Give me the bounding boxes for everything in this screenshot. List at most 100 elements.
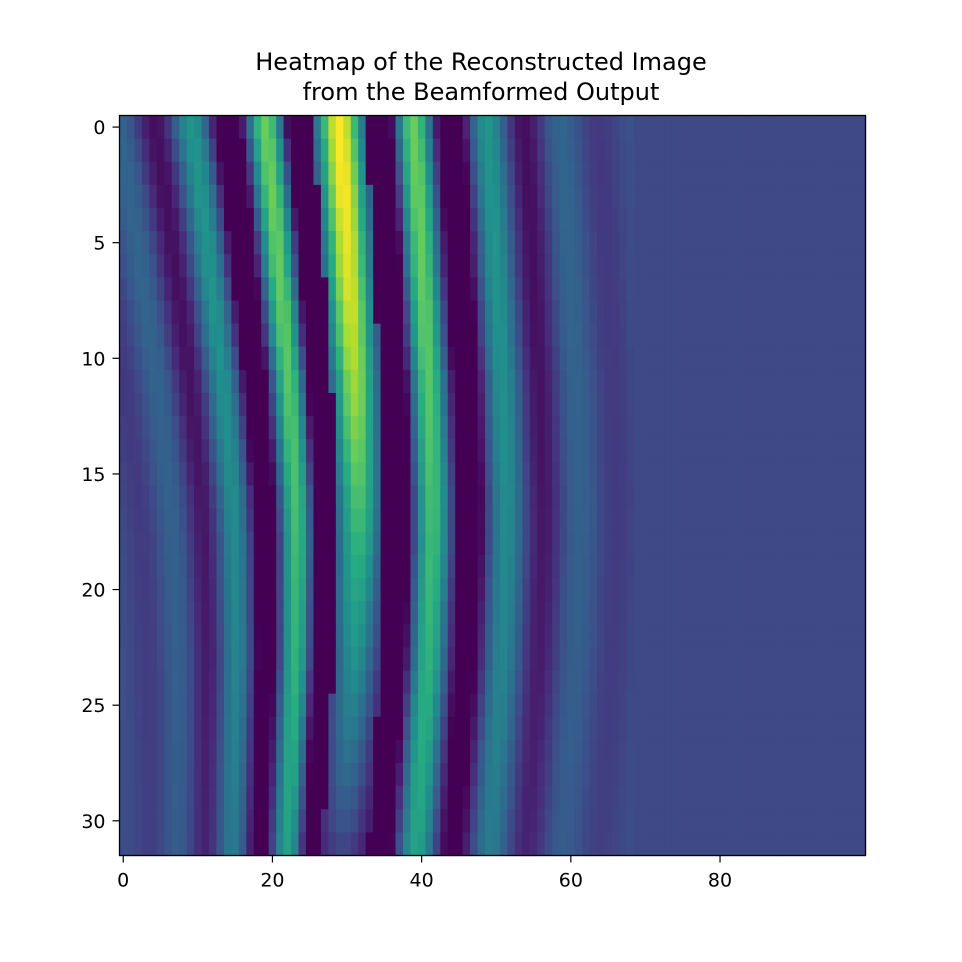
heatmap-cell	[291, 739, 300, 764]
heatmap-cell	[388, 716, 397, 741]
heatmap-cell	[485, 832, 494, 857]
heatmap-cell	[701, 277, 710, 302]
heatmap-cell	[306, 693, 315, 718]
heatmap-cell	[216, 624, 225, 648]
heatmap-cell	[380, 277, 389, 302]
heatmap-cell	[186, 508, 195, 533]
heatmap-cell	[559, 439, 568, 463]
heatmap-cell	[507, 393, 516, 417]
heatmap-cell	[708, 346, 717, 371]
heatmap-cell	[156, 809, 165, 833]
heatmap-cell	[328, 300, 337, 325]
heatmap-cell	[567, 763, 576, 787]
heatmap-cell	[201, 716, 210, 741]
heatmap-cell	[365, 277, 374, 302]
heatmap-cell	[223, 601, 232, 625]
heatmap-cell	[514, 161, 523, 186]
heatmap-cell	[649, 786, 658, 810]
heatmap-cell	[768, 693, 777, 718]
heatmap-cell	[432, 531, 441, 556]
heatmap-cell	[529, 231, 538, 255]
heatmap-cell	[246, 300, 255, 325]
heatmap-cell	[395, 693, 404, 718]
heatmap-cell	[179, 809, 188, 833]
heatmap-cell	[141, 601, 150, 625]
heatmap-cell	[126, 508, 136, 533]
heatmap-cell	[320, 670, 329, 695]
heatmap-cell	[470, 300, 479, 325]
y-tick-label: 15	[81, 464, 105, 486]
heatmap-cell	[671, 508, 680, 533]
heatmap-cell	[664, 786, 673, 810]
heatmap-cell	[529, 647, 538, 672]
heatmap-cell	[440, 485, 449, 510]
heatmap-cell	[216, 531, 225, 556]
heatmap-cell	[641, 161, 650, 186]
heatmap-cell	[582, 693, 591, 718]
heatmap-cell	[268, 323, 277, 348]
heatmap-cell	[753, 300, 762, 325]
heatmap-cell	[656, 254, 665, 278]
heatmap-cell	[477, 716, 486, 741]
heatmap-cell	[843, 832, 852, 857]
heatmap-cell	[835, 462, 844, 487]
heatmap-cell	[164, 231, 173, 255]
heatmap-cell	[223, 161, 232, 186]
heatmap-cell	[298, 624, 307, 648]
heatmap-cell	[619, 578, 628, 602]
heatmap-cell	[320, 786, 329, 810]
heatmap-cell	[679, 832, 688, 857]
y-tick-label: 20	[81, 580, 105, 602]
heatmap-cell	[231, 485, 240, 510]
heatmap-cell	[761, 763, 770, 787]
heatmap-cell	[768, 832, 777, 857]
heatmap-cell	[320, 231, 329, 255]
heatmap-cell	[664, 369, 673, 394]
heatmap-cell	[485, 786, 494, 810]
heatmap-cell	[507, 184, 516, 209]
heatmap-cell	[126, 763, 136, 787]
heatmap-cell	[126, 670, 136, 695]
heatmap-cell	[746, 439, 755, 463]
heatmap-cell	[843, 416, 852, 440]
heatmap-cell	[417, 346, 426, 371]
heatmap-cell	[679, 554, 688, 579]
heatmap-cell	[141, 138, 150, 163]
heatmap-cell	[223, 462, 232, 487]
heatmap-cell	[440, 184, 449, 209]
heatmap-cell	[716, 462, 725, 487]
heatmap-cell	[671, 809, 680, 833]
heatmap-cell	[552, 346, 561, 371]
heatmap-cell	[470, 578, 479, 602]
heatmap-cell	[514, 624, 523, 648]
heatmap-cell	[343, 393, 352, 417]
heatmap-cell	[470, 254, 479, 278]
heatmap-cell	[126, 693, 136, 718]
heatmap-cell	[753, 393, 762, 417]
heatmap-cell	[343, 809, 352, 833]
heatmap-cell	[761, 485, 770, 510]
heatmap-cell	[634, 254, 643, 278]
heatmap-cell	[141, 323, 150, 348]
heatmap-cell	[626, 786, 635, 810]
heatmap-cell	[746, 508, 755, 533]
heatmap-cell	[858, 647, 867, 672]
heatmap-cell	[335, 693, 344, 718]
heatmap-cell	[738, 138, 747, 163]
heatmap-cell	[522, 763, 531, 787]
heatmap-cell	[783, 763, 792, 787]
heatmap-cell	[402, 184, 412, 209]
heatmap-cell	[761, 208, 770, 232]
heatmap-cell	[223, 670, 232, 695]
y-tick-label: 30	[81, 811, 105, 833]
heatmap-cell	[552, 832, 561, 857]
heatmap-cell	[283, 531, 292, 556]
heatmap-cell	[701, 670, 710, 695]
heatmap-cell	[529, 346, 538, 371]
heatmap-cell	[417, 254, 426, 278]
heatmap-cell	[231, 277, 240, 302]
heatmap-cell	[574, 300, 583, 325]
heatmap-cell	[761, 624, 770, 648]
heatmap-cell	[186, 138, 195, 163]
heatmap-cell	[186, 184, 195, 209]
